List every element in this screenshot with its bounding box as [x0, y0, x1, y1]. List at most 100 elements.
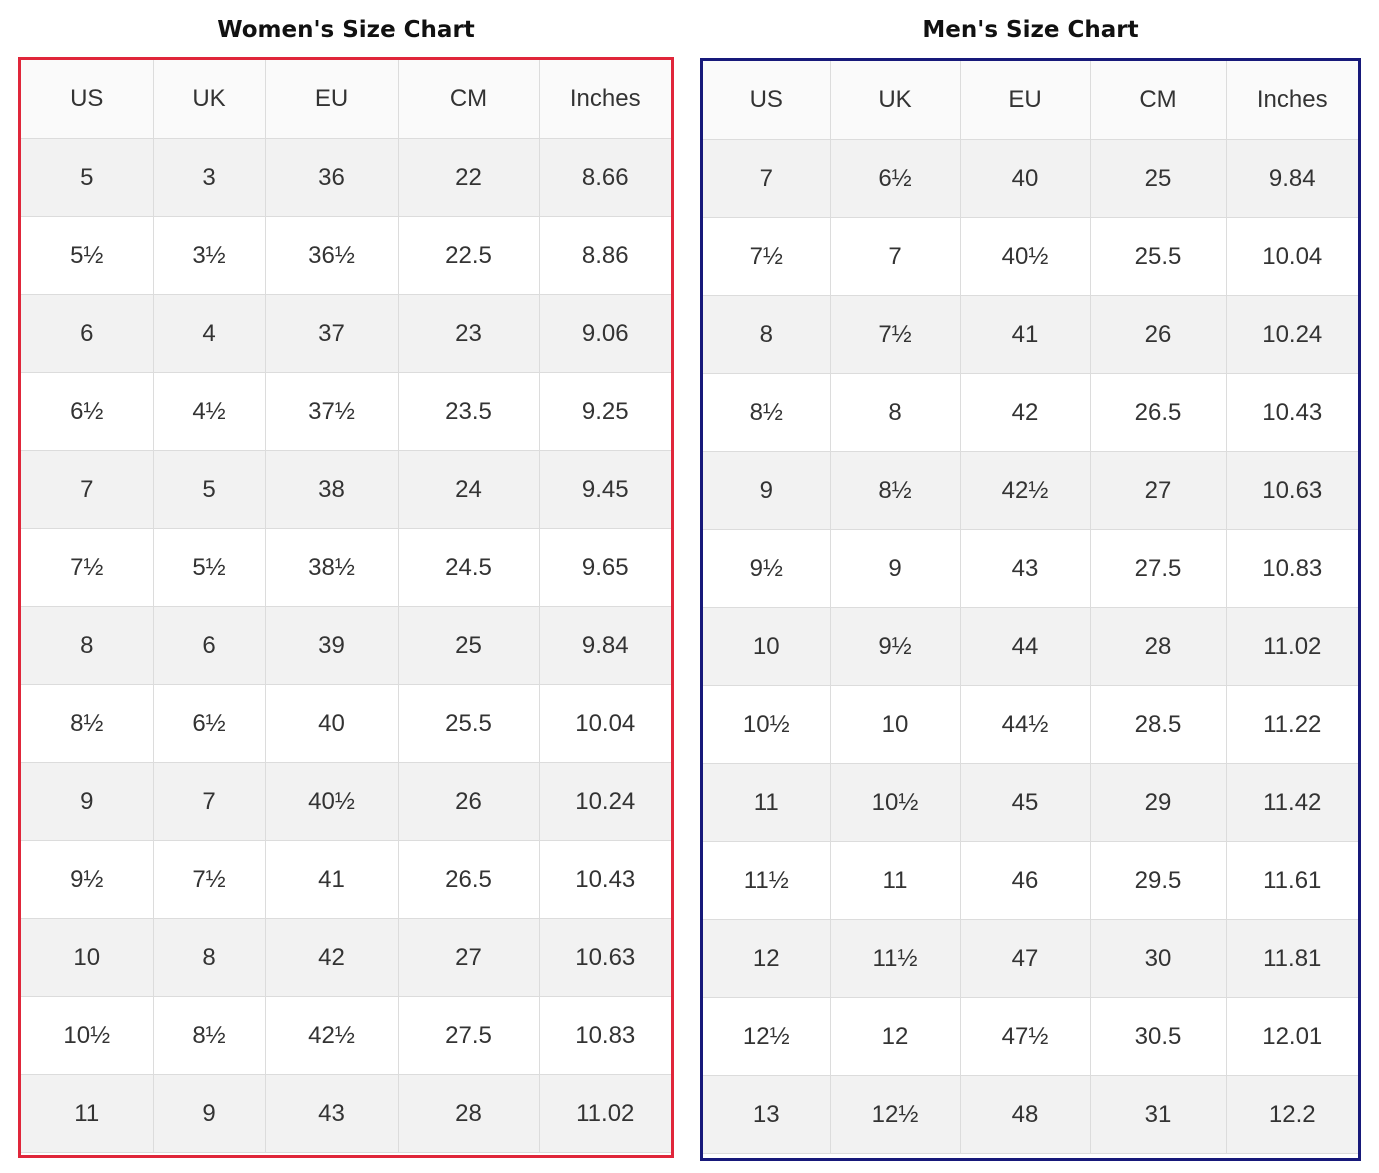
table-cell: 8½: [703, 373, 831, 452]
table-title: Men's Size Chart: [922, 17, 1139, 43]
table-cell: 27: [398, 918, 540, 997]
table-cell: 11.81: [1226, 919, 1358, 998]
table-cell: 11½: [830, 919, 961, 998]
table-cell: 43: [960, 529, 1091, 608]
column-header: CM: [1090, 61, 1227, 140]
column-header: Inches: [1226, 61, 1358, 140]
table-cell: 10.43: [1226, 373, 1358, 452]
table-cell: 41: [960, 295, 1091, 374]
table-cell: 7: [21, 450, 154, 529]
table-row: 10½ 8½ 42½ 27.5 10.83: [21, 996, 671, 1075]
table-cell: 8½: [830, 451, 961, 530]
table-row: 7 6½ 40 25 9.84: [703, 139, 1358, 218]
table-cell: 11: [830, 841, 961, 920]
table-row: 9½ 9 43 27.5 10.83: [703, 529, 1358, 608]
table-cell: 9.25: [539, 372, 671, 451]
table-cell: 28: [398, 1074, 540, 1153]
table-row: 11 9 43 28 11.02: [21, 1074, 671, 1153]
table-cell: 10.83: [1226, 529, 1358, 608]
table-cell: 8: [153, 918, 266, 997]
table-cell: 10.63: [1226, 451, 1358, 530]
table-row: 8 6 39 25 9.84: [21, 606, 671, 685]
table-cell: 8½: [21, 684, 154, 763]
table-row: 9 7 40½ 26 10.24: [21, 762, 671, 841]
table-cell: 10.43: [539, 840, 671, 919]
table-cell: 23: [398, 294, 540, 373]
table-cell: 10.04: [1226, 217, 1358, 296]
table-row: 10 8 42 27 10.63: [21, 918, 671, 997]
table-cell: 9½: [830, 607, 961, 686]
table-cell: 40: [265, 684, 399, 763]
table-cell: 22.5: [398, 216, 540, 295]
table-cell: 5: [153, 450, 266, 529]
table-row: 5½ 3½ 36½ 22.5 8.86: [21, 216, 671, 295]
table-title: Women's Size Chart: [217, 17, 475, 43]
women-table-box: US UK EU CM Inches 5 3 36 22 8.66 5½ 3½ 36½ 22.5 8.86 6…: [18, 57, 674, 1158]
table-cell: 44½: [960, 685, 1091, 764]
table-cell: 8½: [153, 996, 266, 1075]
table-row: 7½ 5½ 38½ 24.5 9.65: [21, 528, 671, 607]
table-row: 11½ 11 46 29.5 11.61: [703, 841, 1358, 920]
table-cell: 9½: [703, 529, 831, 608]
table-cell: 10: [703, 607, 831, 686]
table-cell: 8: [830, 373, 961, 452]
table-cell: 25.5: [1090, 217, 1227, 296]
table-cell: 11: [21, 1074, 154, 1153]
table-row: 6½ 4½ 37½ 23.5 9.25: [21, 372, 671, 451]
table-cell: 26.5: [1090, 373, 1227, 452]
table-cell: 11½: [703, 841, 831, 920]
table-row: 8 7½ 41 26 10.24: [703, 295, 1358, 374]
column-header: Inches: [539, 60, 671, 139]
table-cell: 8.66: [539, 138, 671, 217]
table-cell: 12½: [703, 997, 831, 1076]
table-cell: 7: [703, 139, 831, 218]
table-cell: 9: [153, 1074, 266, 1153]
size-table: US UK EU CM Inches 5 3 36 22 8.66 5½ 3½ 36½ 22.5 8.86 6…: [21, 60, 671, 1153]
table-cell: 24: [398, 450, 540, 529]
table-cell: 25: [398, 606, 540, 685]
column-header: EU: [960, 61, 1091, 140]
table-cell: 12.2: [1226, 1075, 1358, 1154]
table-cell: 25: [1090, 139, 1227, 218]
table-cell: 6½: [21, 372, 154, 451]
table-cell: 8: [21, 606, 154, 685]
table-row: 6 4 37 23 9.06: [21, 294, 671, 373]
table-cell: 24.5: [398, 528, 540, 607]
table-cell: 12½: [830, 1075, 961, 1154]
table-cell: 43: [265, 1074, 399, 1153]
table-cell: 9½: [21, 840, 154, 919]
table-cell: 10.04: [539, 684, 671, 763]
table-cell: 11.61: [1226, 841, 1358, 920]
table-cell: 37½: [265, 372, 399, 451]
table-cell: 45: [960, 763, 1091, 842]
table-cell: 10.24: [539, 762, 671, 841]
table-cell: 10: [830, 685, 961, 764]
table-cell: 46: [960, 841, 1091, 920]
header-row: US UK EU CM Inches: [703, 61, 1358, 140]
column-header: US: [703, 61, 831, 140]
table-row: 7 5 38 24 9.45: [21, 450, 671, 529]
men-table-box: US UK EU CM Inches 7 6½ 40 25 9.84 7½ 7 40½ 25.5 10.04…: [700, 58, 1361, 1161]
table-row: 9 8½ 42½ 27 10.63: [703, 451, 1358, 530]
table-cell: 30: [1090, 919, 1227, 998]
table-cell: 5½: [21, 216, 154, 295]
table-cell: 26.5: [398, 840, 540, 919]
table-row: 5 3 36 22 8.66: [21, 138, 671, 217]
table-row: 11 10½ 45 29 11.42: [703, 763, 1358, 842]
table-cell: 38½: [265, 528, 399, 607]
column-header: CM: [398, 60, 540, 139]
table-cell: 8: [703, 295, 831, 374]
table-cell: 11: [703, 763, 831, 842]
table-cell: 9: [21, 762, 154, 841]
table-cell: 27.5: [1090, 529, 1227, 608]
table-cell: 11.02: [539, 1074, 671, 1153]
table-cell: 9.06: [539, 294, 671, 373]
table-cell: 29: [1090, 763, 1227, 842]
table-cell: 10½: [830, 763, 961, 842]
table-cell: 26: [398, 762, 540, 841]
table-cell: 29.5: [1090, 841, 1227, 920]
column-header: UK: [830, 61, 961, 140]
table-row: 7½ 7 40½ 25.5 10.04: [703, 217, 1358, 296]
table-cell: 11.22: [1226, 685, 1358, 764]
